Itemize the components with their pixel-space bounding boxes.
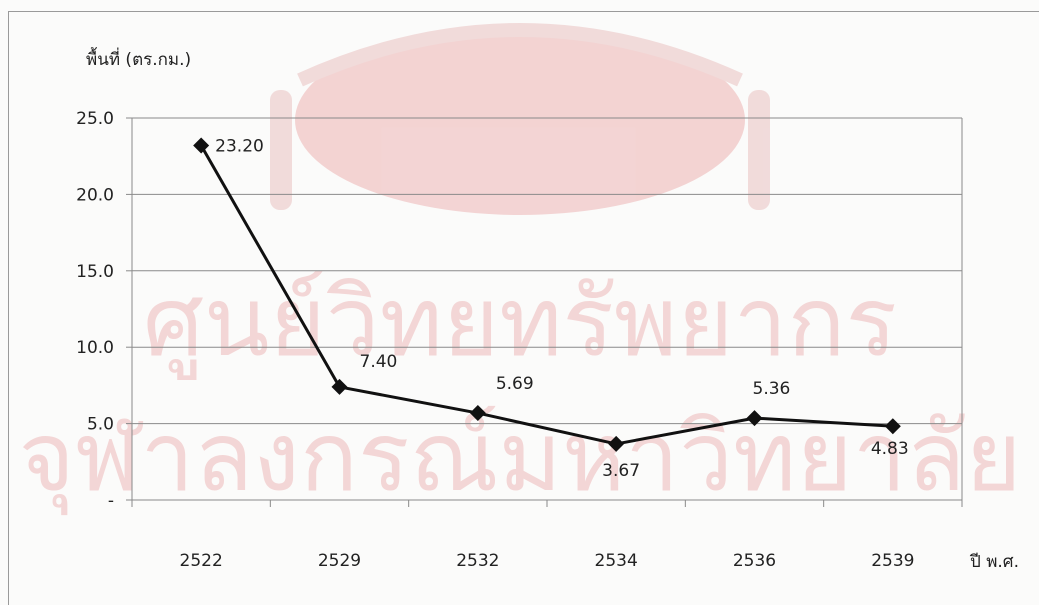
data-point-marker xyxy=(469,405,486,422)
x-tick-labels: 2522 2529 2532 2534 2536 2539 xyxy=(180,551,915,571)
y-axis-label: พื้นที่ (ตร.กม.) xyxy=(86,50,192,70)
axes xyxy=(126,117,963,507)
x-tick-label: 2536 xyxy=(733,551,776,571)
data-point-marker xyxy=(884,418,901,435)
x-axis-label: ปี พ.ศ. xyxy=(970,552,1019,572)
y-tick-labels: - 5.0 10.0 15.0 20.0 25.0 xyxy=(76,109,114,511)
data-labels: 23.20 7.40 5.69 3.67 5.36 4.83 xyxy=(215,137,909,481)
x-tick-label: 2539 xyxy=(871,551,914,571)
x-tick-label: 2522 xyxy=(180,551,223,571)
x-tick-label: 2529 xyxy=(318,551,361,571)
watermark-text-line2: จุฬาลงกรณ์มหาวิทยาลัย xyxy=(18,401,1021,516)
y-tick-label: 10.0 xyxy=(76,338,114,358)
data-label: 7.40 xyxy=(360,352,398,372)
y-tick-label: - xyxy=(108,491,114,511)
data-label: 4.83 xyxy=(871,439,909,459)
x-tick-label: 2534 xyxy=(595,551,638,571)
data-label: 23.20 xyxy=(215,137,264,157)
watermark-text-line1: ศูนย์วิทยทรัพยากร xyxy=(143,266,897,380)
series-line xyxy=(199,144,893,446)
data-point-marker xyxy=(331,378,348,395)
y-tick-label: 15.0 xyxy=(76,262,114,282)
y-tick-label: 20.0 xyxy=(76,185,114,205)
grid xyxy=(132,117,962,425)
data-point-marker xyxy=(608,435,625,452)
frame-border-left xyxy=(8,11,9,605)
data-label: 5.36 xyxy=(753,379,791,399)
frame-border-top xyxy=(8,11,1039,12)
y-tick-label: 5.0 xyxy=(87,415,114,435)
data-point-marker xyxy=(746,410,763,427)
data-label: 3.67 xyxy=(602,461,640,481)
data-point-marker xyxy=(193,137,210,154)
y-tick-label: 25.0 xyxy=(76,109,114,129)
series xyxy=(193,137,901,452)
data-label: 5.69 xyxy=(496,374,534,394)
x-tick-label: 2532 xyxy=(456,551,499,571)
watermark-emblem xyxy=(270,23,770,215)
